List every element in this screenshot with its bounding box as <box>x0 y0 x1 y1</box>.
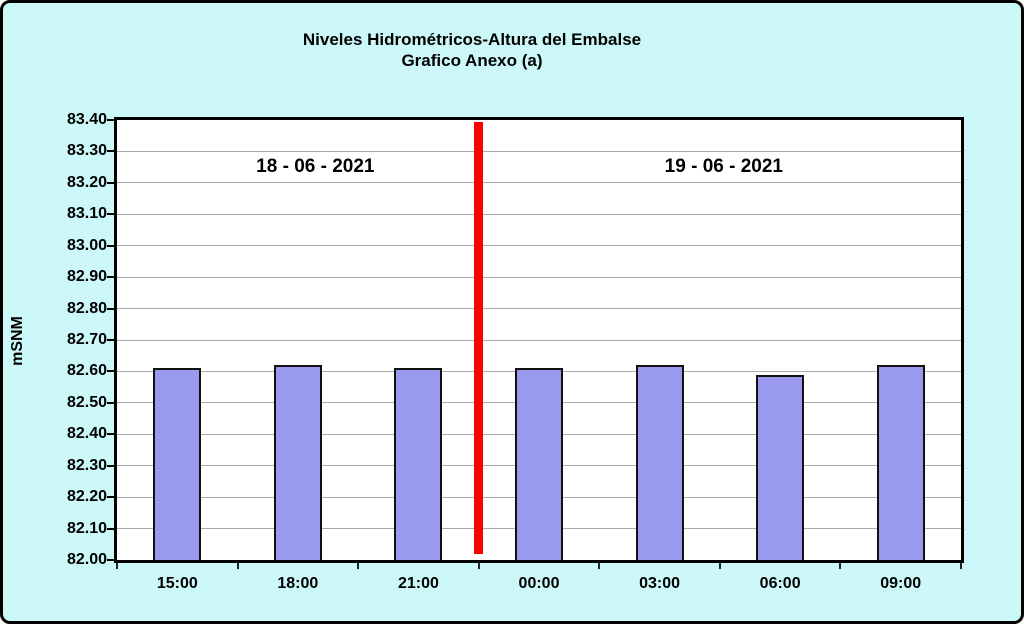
y-tick-mark <box>107 276 116 279</box>
y-tick-mark <box>107 339 116 341</box>
date-annotation-left: 18 - 06 - 2021 <box>256 156 375 177</box>
y-tick-mark <box>107 119 116 121</box>
date-annotation-right: 19 - 06 - 2021 <box>664 156 783 177</box>
y-tick-label: 83.00 <box>66 236 107 254</box>
y-tick-label: 83.20 <box>66 173 107 191</box>
x-tick-mark <box>960 563 962 569</box>
x-tick-label: 18:00 <box>277 575 319 592</box>
gridline <box>117 276 961 278</box>
y-tick-mark <box>107 401 116 404</box>
y-tick-mark <box>107 527 116 530</box>
x-tick-label: 03:00 <box>639 575 681 592</box>
y-tick-label: 82.10 <box>66 519 107 537</box>
gridline <box>117 245 961 247</box>
y-tick-label: 82.80 <box>66 299 107 317</box>
bar-15:00 <box>153 368 202 560</box>
y-tick-label: 83.40 <box>66 111 107 128</box>
plot-area: 18 - 06 - 2021 19 - 06 - 2021 <box>114 117 964 563</box>
x-tick-label: 06:00 <box>759 575 801 592</box>
y-tick-label: 83.10 <box>66 205 107 223</box>
y-tick-label: 82.90 <box>66 268 107 286</box>
y-tick-mark <box>107 181 116 184</box>
y-tick-label: 82.30 <box>66 456 107 474</box>
gridline <box>117 182 961 184</box>
x-tick-mark <box>116 563 118 569</box>
x-tick-label: 00:00 <box>518 575 560 592</box>
y-tick-label: 82.50 <box>66 393 107 411</box>
day-divider-line <box>474 122 484 554</box>
bar-00:00 <box>515 368 563 560</box>
x-tick-mark <box>357 563 360 569</box>
y-axis-title: mSNM <box>9 316 26 366</box>
y-tick-mark <box>107 464 116 467</box>
y-tick-label: 82.00 <box>66 551 107 568</box>
y-tick-mark <box>107 307 116 310</box>
y-tick-mark <box>107 370 116 373</box>
y-tick-label: 82.40 <box>66 425 107 443</box>
y-tick-label: 82.70 <box>66 331 107 348</box>
bar-06:00 <box>756 374 805 560</box>
y-tick-label: 82.20 <box>66 488 107 506</box>
y-tick-mark <box>107 496 116 499</box>
y-tick-mark <box>107 150 116 153</box>
chart-title: Niveles Hidrométricos-Altura del Embalse <box>302 30 642 49</box>
bar-09:00 <box>876 365 925 560</box>
gridline <box>117 308 961 310</box>
x-tick-label: 21:00 <box>397 575 439 592</box>
gridline <box>117 339 961 341</box>
bar-18:00 <box>273 365 322 560</box>
x-tick-label: 09:00 <box>880 575 922 592</box>
y-tick-label: 82.60 <box>66 362 107 380</box>
x-tick-mark <box>477 563 480 569</box>
x-tick-mark <box>718 563 721 569</box>
gridline <box>117 150 961 152</box>
bar-21:00 <box>394 368 443 560</box>
x-tick-label: 15:00 <box>156 575 198 592</box>
gridline <box>117 213 961 215</box>
y-tick-mark <box>107 244 116 247</box>
x-tick-mark <box>598 563 601 569</box>
y-tick-mark <box>107 433 116 436</box>
y-tick-label: 83.30 <box>66 142 107 160</box>
x-tick-mark <box>236 563 239 569</box>
y-tick-mark <box>107 559 116 561</box>
bar-03:00 <box>635 365 684 560</box>
plot-inner: 18 - 06 - 2021 19 - 06 - 2021 <box>117 120 961 560</box>
x-tick-mark <box>839 563 842 569</box>
chart-title-block: Niveles Hidrométricos-Altura del Embalse… <box>3 29 941 71</box>
y-tick-mark <box>107 213 116 216</box>
chart-subtitle: Grafico Anexo (a) <box>401 51 543 70</box>
